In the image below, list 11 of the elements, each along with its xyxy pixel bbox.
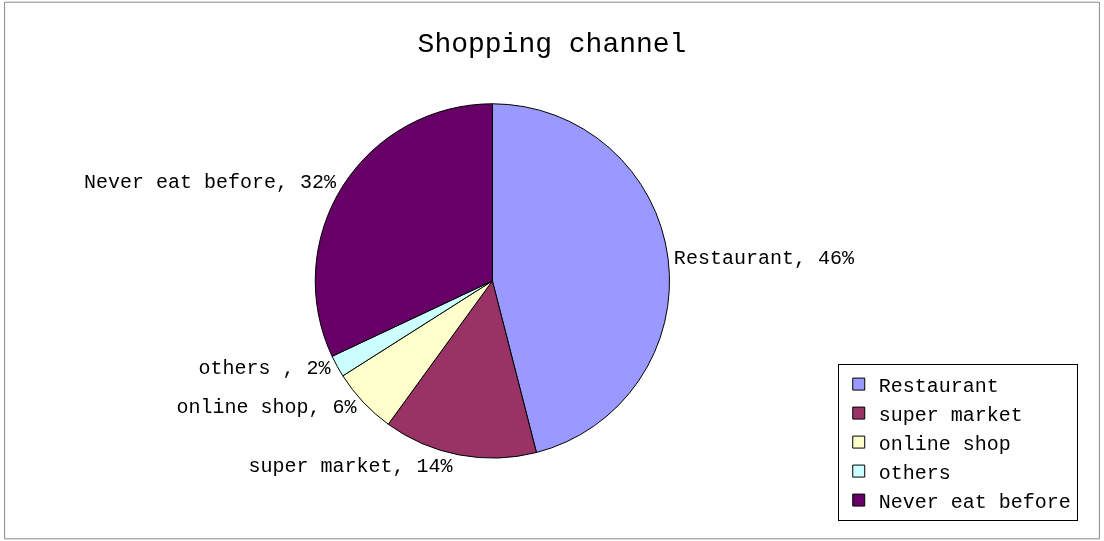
- data-label: super market, 14%: [248, 454, 454, 478]
- legend-label: Never eat before: [878, 490, 1071, 514]
- data-label: online shop, 6%: [176, 396, 358, 420]
- data-label: Restaurant, 46%: [673, 247, 855, 271]
- legend-label: online shop: [878, 432, 1011, 456]
- legend-label: others: [878, 461, 951, 485]
- legend-label: super market: [878, 403, 1023, 427]
- data-label: Never eat before, 32%: [84, 171, 338, 195]
- legend-label: Restaurant: [878, 374, 999, 398]
- chart-title: Shopping channel: [417, 29, 687, 61]
- data-label: others , 2%: [198, 357, 332, 381]
